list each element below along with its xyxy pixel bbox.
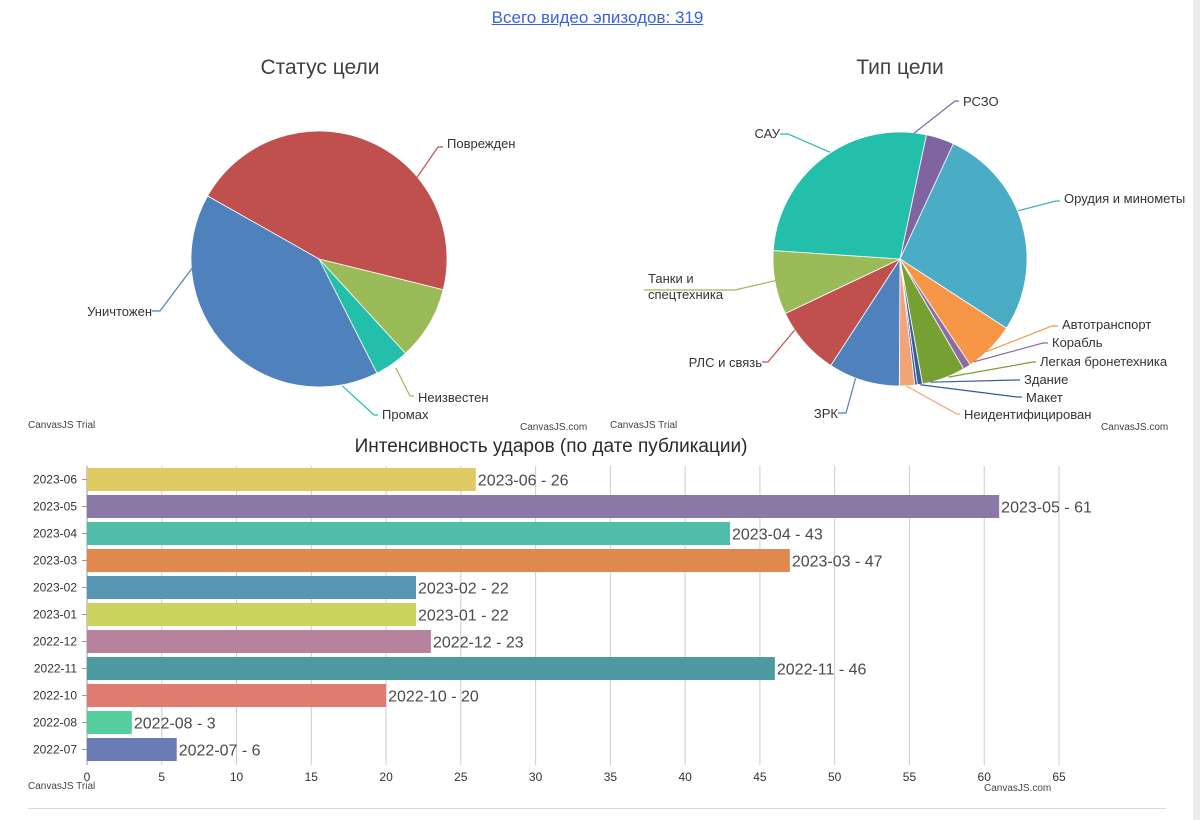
x-tick-label: 25 [454,770,468,784]
y-tick-label: 2023-05 [33,500,77,514]
y-tick-label: 2022-11 [34,662,77,676]
bar[interactable] [87,468,476,491]
y-tick-label: 2022-08 [33,716,77,730]
pie-slice-label: ЗРК [814,406,839,421]
pie-slice[interactable] [772,131,927,260]
y-tick-label: 2023-06 [33,473,77,487]
bar-data-label: 2022-07 - 6 [179,743,261,760]
pie-slice-label: РЛС и связь [689,355,763,370]
pie-label-connector [644,280,776,291]
pie-slice[interactable] [207,130,448,291]
pie-label-connector [838,378,857,414]
pie-slice-label: Корабль [1052,335,1103,350]
pie-slice-label: Промах [382,407,429,422]
pie-title: Статус цели [261,56,380,79]
pie-label-connector [780,133,831,153]
bar[interactable] [87,522,731,545]
pie-slice-label: САУ [755,126,781,141]
bar-chart-strike-intensity: Интенсивность ударов (по дате публикации… [33,436,1092,784]
pie-label-connector [395,367,414,397]
y-tick-label: 2023-01 [33,608,77,622]
pie-label-connector [948,361,1036,378]
bar-data-label: 2023-06 - 26 [478,473,569,490]
pie-slice[interactable] [899,143,1028,329]
x-tick-label: 15 [305,770,319,784]
bar-data-label: 2022-08 - 3 [134,716,216,733]
pie-slice-label: Танки и спецтехника [648,271,724,302]
bar[interactable] [87,657,775,680]
x-tick-label: 5 [158,770,165,784]
x-tick-label: 40 [678,770,692,784]
pie-label-connector [973,342,1048,363]
pie-label-connector [341,385,378,416]
pie-label-connector [986,325,1058,353]
pie-label-connector [913,100,959,134]
bar[interactable] [87,549,790,572]
pie-slice-label: Здание [1024,372,1068,387]
watermark-site: CanvasJS.com [1101,422,1168,433]
bar-data-label: 2023-03 - 47 [792,554,883,571]
bar[interactable] [87,684,387,707]
x-tick-label: 0 [84,770,91,784]
y-tick-label: 2022-10 [33,689,77,703]
bar[interactable] [87,576,416,599]
watermark-trial: CanvasJS Trial [28,420,95,431]
watermark-site: CanvasJS.com [520,422,587,433]
pie-label-connector [1017,200,1060,212]
watermark-trial: CanvasJS Trial [610,420,677,431]
pie-chart-target-status: Статус цели Поврежден Неизвестен Промах Уни… [87,56,515,422]
bar[interactable] [87,603,416,626]
x-tick-label: 50 [828,770,842,784]
y-tick-label: 2023-02 [33,581,77,595]
pie-slice-label: Неизвестен [418,390,489,405]
y-tick-label: 2023-03 [33,554,77,568]
pie-slice-label: Макет [1026,390,1063,405]
x-tick-label: 10 [230,770,244,784]
bar[interactable] [87,495,1000,518]
bar[interactable] [87,738,177,761]
pie-slice[interactable] [190,195,378,388]
bar-data-label: 2023-02 - 22 [418,581,509,598]
pie-slice-label: Орудия и минометы [1064,191,1185,206]
pie-label-connector [762,329,796,363]
pie-slice-label: Легкая бронетехника [1040,354,1168,369]
x-tick-label: 20 [379,770,393,784]
pie-label-connector [930,379,1020,383]
bar-data-label: 2022-11 - 46 [777,662,867,679]
bar[interactable] [87,630,431,653]
pie-slice-label: Неидентифицирован [964,407,1091,422]
x-tick-label: 30 [529,770,543,784]
episodes-count-link[interactable]: Всего видео эпизодов: 319 [491,8,704,27]
x-tick-label: 65 [1052,770,1066,784]
bar[interactable] [87,711,132,734]
pie-slice-label: Уничтожен [87,304,152,319]
bar-data-label: 2023-01 - 22 [418,608,509,625]
bar-chart-title: Интенсивность ударов (по дате публикации… [355,436,748,457]
pie-label-connector [920,384,1022,398]
pie-label-connector [906,385,960,415]
page-scroll-edge [1193,0,1200,820]
bar-data-label: 2023-04 - 43 [732,527,823,544]
x-tick-label: 55 [903,770,917,784]
pie-slice-label: Поврежден [447,136,516,151]
bar-data-label: 2022-12 - 23 [433,635,524,652]
y-tick-label: 2022-12 [33,635,77,649]
watermark-site: CanvasJS.com [984,783,1051,794]
section-divider [28,808,1166,809]
watermark-trial: CanvasJS Trial [28,781,95,792]
pie-title: Тип цели [856,56,944,79]
y-tick-label: 2022-07 [33,743,77,757]
pie-label-connector [152,267,193,312]
y-tick-label: 2023-04 [33,527,77,541]
x-tick-label: 60 [978,770,992,784]
x-tick-label: 45 [753,770,767,784]
bar-data-label: 2022-10 - 20 [388,689,479,706]
pie-slice-label: Автотранспорт [1062,317,1151,332]
x-tick-label: 35 [604,770,618,784]
pie-label-connector [413,146,443,183]
bar-data-label: 2023-05 - 61 [1001,500,1092,517]
pie-slice-label: РСЗО [963,94,999,109]
pie-chart-target-type: Тип цели РСЗО Орудия и минометы Автотрансп… [644,56,1185,422]
